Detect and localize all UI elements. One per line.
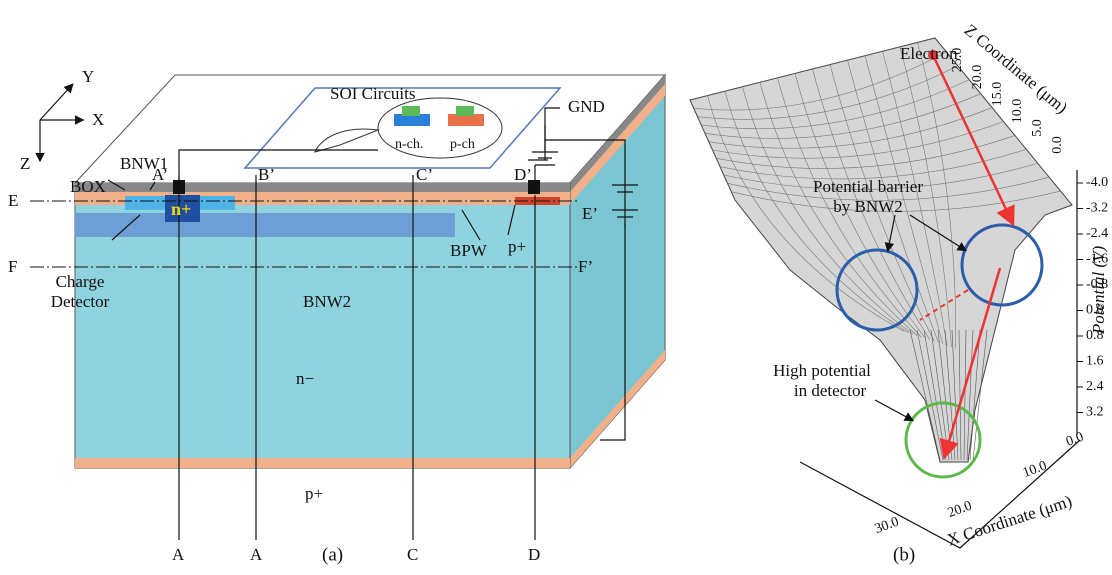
panel-b: Electron Potential barrier by BNW2 High …	[690, 20, 1108, 565]
label: Y	[82, 67, 94, 86]
label: A’	[152, 165, 168, 184]
label: n−	[296, 369, 314, 388]
figure: Y X Z SOI Circuits n-ch. p-ch GND BNW1 B…	[0, 0, 1112, 575]
label: D’	[514, 165, 532, 184]
z-tick-label: 5.0	[1030, 119, 1045, 137]
potential-tick-label: 0.8	[1086, 328, 1104, 343]
label: E’	[582, 204, 598, 223]
potential-tick-label: -3.2	[1086, 201, 1108, 216]
z-tick-label: 0.0	[1050, 136, 1065, 154]
potential-tick-label: 0.0	[1086, 303, 1104, 318]
label: p-ch	[450, 137, 475, 152]
label: p+	[508, 237, 526, 256]
label: GND	[568, 97, 605, 116]
label: F	[8, 257, 17, 276]
label: A	[172, 545, 185, 564]
x-tick-label: 0.0	[1064, 430, 1086, 450]
label: Detector	[51, 292, 110, 311]
z-tick-label: 10.0	[1010, 99, 1025, 124]
potential-tick-label: -1.6	[1086, 252, 1108, 267]
x-tick-label: 20.0	[946, 498, 974, 520]
label: F’	[578, 257, 593, 276]
label: Potential barrier	[813, 177, 923, 196]
bnw2-region	[75, 213, 455, 237]
label: by BNW2	[833, 197, 902, 216]
potential-tick-label: -2.4	[1086, 226, 1108, 241]
label: Z	[20, 154, 30, 173]
label: BOX	[70, 177, 106, 196]
bottom-p-layer	[75, 458, 570, 468]
caption: (a)	[322, 544, 343, 565]
potential-tick-label: -4.0	[1086, 175, 1108, 190]
label: p+	[305, 484, 323, 503]
label: Charge	[56, 272, 105, 291]
z-tick-label: 15.0	[990, 82, 1005, 107]
caption: (b)	[893, 544, 915, 565]
label: C	[407, 545, 418, 564]
top-layer	[75, 183, 570, 192]
label: D	[528, 545, 540, 564]
label: SOI Circuits	[330, 84, 415, 103]
potential-tick-label: 3.2	[1086, 405, 1104, 420]
label: BPW	[450, 241, 488, 260]
label: BNW2	[303, 292, 351, 311]
x-tick-label: 30.0	[873, 514, 901, 536]
label: n+	[171, 199, 191, 219]
nch-gate	[402, 106, 420, 116]
potential-tick-label: 2.4	[1086, 379, 1104, 394]
label: n-ch.	[395, 137, 423, 152]
label: A	[250, 545, 263, 564]
label: High potential	[773, 361, 871, 380]
z-tick-label: 20.0	[970, 65, 985, 90]
label: in detector	[794, 381, 867, 400]
potential-tick-label: -0.8	[1086, 277, 1108, 292]
potential-tick-label: 1.6	[1086, 354, 1104, 369]
leader	[875, 400, 912, 420]
pch-gate	[456, 106, 474, 116]
axis-arrow	[40, 85, 72, 120]
x-tick-label: 10.0	[1021, 458, 1049, 480]
label: E	[8, 191, 18, 210]
label: B’	[258, 165, 275, 184]
z-tick-label: 25.0	[950, 48, 965, 73]
label: C’	[416, 165, 433, 184]
label: X	[92, 110, 104, 129]
panel-a: Y X Z SOI Circuits n-ch. p-ch GND BNW1 B…	[8, 67, 665, 565]
